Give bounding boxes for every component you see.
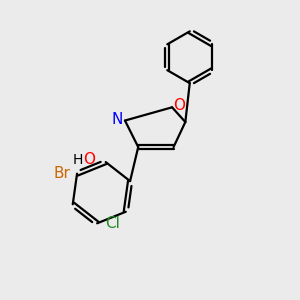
Text: N: N	[111, 112, 122, 127]
Text: O: O	[173, 98, 185, 113]
Text: H: H	[73, 153, 83, 167]
Text: Br: Br	[53, 166, 70, 181]
Text: Cl: Cl	[105, 216, 120, 231]
Text: O: O	[83, 152, 95, 167]
